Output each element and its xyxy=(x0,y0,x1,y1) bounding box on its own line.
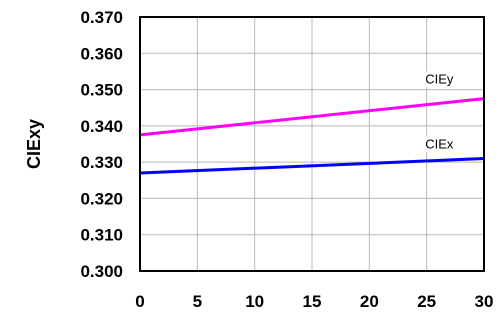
y-tick-label-6: 0.360 xyxy=(80,44,123,63)
series-line-ciex xyxy=(139,157,485,175)
series-label-ciey: CIEy xyxy=(425,71,454,86)
series-line-ciey xyxy=(139,97,485,137)
ticks: 0 5 10 15 20 25 30 0.300 0.310 0.320 0.330 0.340 0.3… xyxy=(80,8,493,311)
series-label-bg-ciex xyxy=(419,136,460,153)
y-axis-label: CIExy xyxy=(24,119,44,169)
x-tick-label-0: 0 xyxy=(135,292,144,311)
y-tick-label-0: 0.300 xyxy=(80,262,123,281)
x-tick-label-6: 30 xyxy=(475,292,494,311)
plot-frame xyxy=(139,16,485,272)
y-tick-label-1: 0.310 xyxy=(80,226,123,245)
x-tick-label-3: 15 xyxy=(303,292,322,311)
series-labels: CIEy CIEx xyxy=(419,71,460,153)
series-layer xyxy=(139,97,485,175)
y-tick-label-5: 0.350 xyxy=(80,81,123,100)
y-tick-label-7: 0.370 xyxy=(80,8,123,27)
y-tick-label-4: 0.340 xyxy=(80,117,123,136)
y-tick-label-2: 0.320 xyxy=(80,189,123,208)
series-label-bg-ciey xyxy=(419,71,460,88)
y-tick-label-3: 0.330 xyxy=(80,153,123,172)
x-tick-label-1: 5 xyxy=(193,292,202,311)
x-tick-label-5: 25 xyxy=(417,292,436,311)
x-tick-label-2: 10 xyxy=(245,292,264,311)
series-label-ciex: CIEx xyxy=(425,136,454,151)
x-tick-label-4: 20 xyxy=(360,292,379,311)
